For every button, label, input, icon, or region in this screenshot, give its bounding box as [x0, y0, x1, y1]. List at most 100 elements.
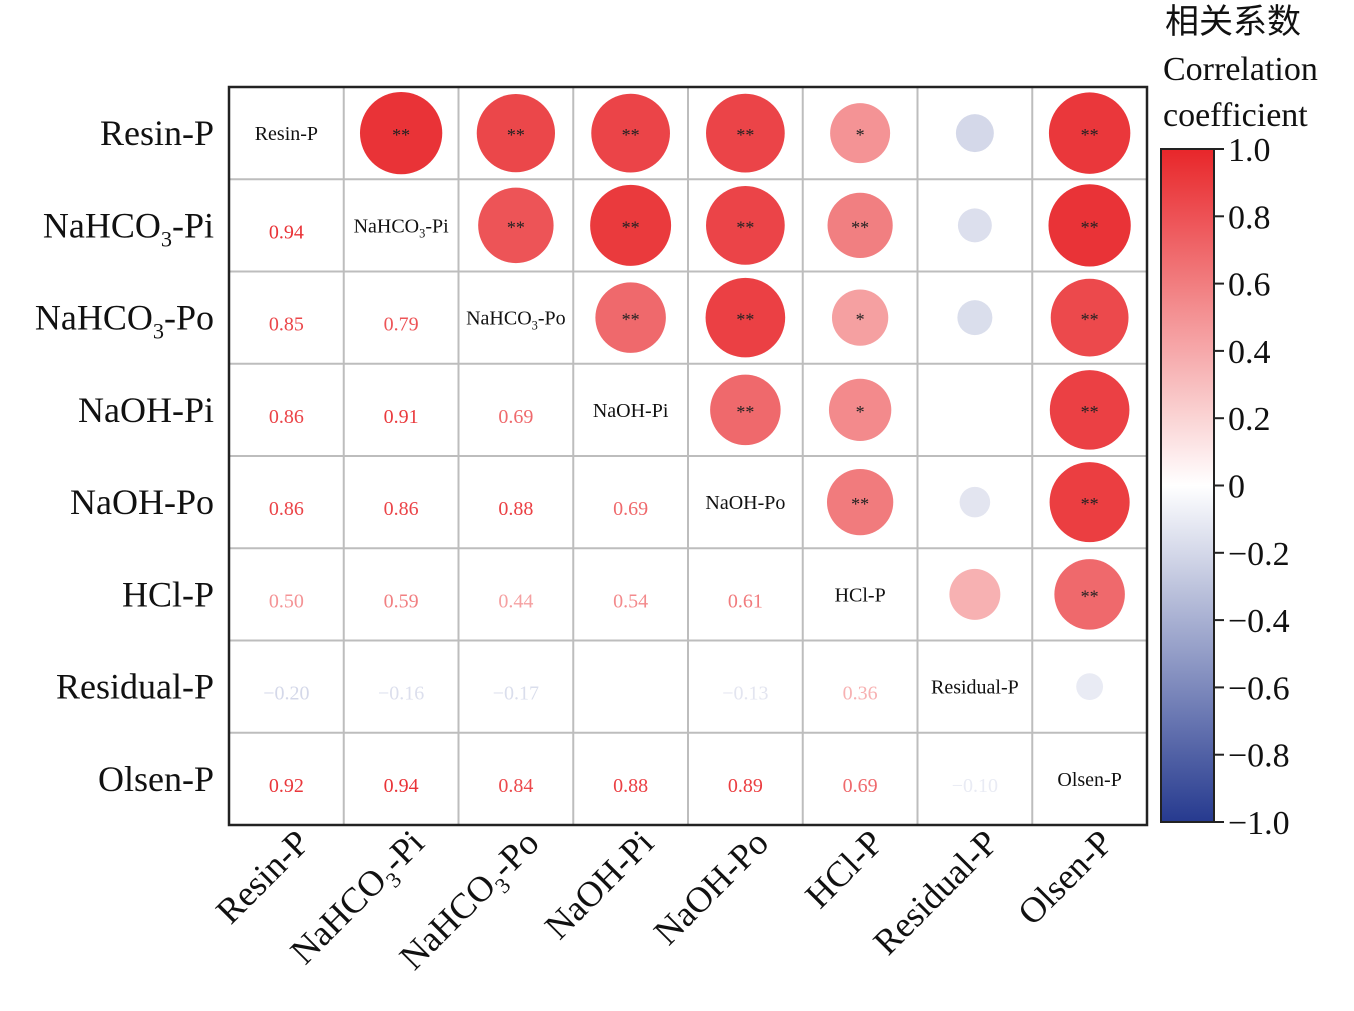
y-axis-label: NaHCO3-Po [35, 298, 214, 344]
significance-mark: ** [1081, 586, 1099, 606]
colorbar-tick-label: −0.2 [1228, 536, 1290, 573]
significance-mark: ** [1081, 402, 1099, 422]
correlation-value: 0.88 [613, 775, 648, 797]
y-axis-label: Resin-P [100, 113, 214, 153]
significance-mark: ** [1081, 310, 1099, 330]
significance-mark: * [856, 125, 865, 145]
correlation-circle [957, 208, 992, 243]
correlation-circle [478, 187, 554, 264]
diagonal-label: NaHCO3-Po [466, 308, 566, 333]
correlation-value: 0.59 [384, 590, 419, 612]
correlation-circle [705, 277, 786, 358]
correlation-value: −0.13 [722, 683, 768, 705]
significance-mark: ** [1081, 494, 1099, 514]
correlation-value: 0.86 [384, 498, 419, 520]
correlation-circle [476, 94, 555, 173]
y-axis-label: Olsen-P [98, 759, 214, 799]
correlation-circle [1048, 184, 1131, 267]
diagonal-label: NaHCO3-Pi [354, 215, 450, 240]
correlation-value: 0.85 [269, 314, 304, 336]
correlation-circle [827, 192, 893, 258]
colorbar-tick-label: 0.2 [1228, 401, 1271, 438]
correlation-value: 0.69 [613, 498, 648, 520]
colorbar-title-en-2: coefficient [1163, 97, 1308, 134]
correlation-circle [1054, 559, 1125, 630]
colorbar-tick-label: −0.6 [1228, 670, 1290, 707]
correlation-value: −0.16 [378, 683, 424, 705]
correlation-value: 0.36 [843, 683, 878, 705]
correlation-value: 0.44 [498, 590, 533, 612]
correlation-value: 0.61 [728, 590, 763, 612]
correlation-circle [1048, 92, 1131, 174]
correlation-circle [830, 103, 891, 164]
colorbar-tick-label: −0.4 [1228, 603, 1290, 640]
significance-mark: ** [736, 310, 754, 330]
significance-mark: ** [736, 217, 754, 237]
correlation-value: 0.92 [269, 775, 304, 797]
correlation-circle [826, 468, 894, 536]
correlation-value: 0.94 [269, 221, 304, 243]
y-axis-label: Residual-P [56, 667, 214, 707]
y-axis-label: NaOH-Po [70, 482, 214, 522]
correlation-value: 0.69 [498, 406, 533, 428]
x-axis-label: NaOH-Pi [537, 822, 661, 946]
diagonal-label: Olsen-P [1057, 769, 1121, 791]
correlation-value: 0.54 [613, 590, 648, 612]
diagonal-label: Residual-P [931, 677, 1019, 699]
correlation-circle [710, 374, 781, 446]
significance-mark: ** [736, 402, 754, 422]
y-axis-label: HCl-P [122, 574, 214, 614]
significance-mark: * [856, 402, 865, 422]
correlation-value: 0.88 [498, 498, 533, 520]
correlation-value: −0.10 [952, 775, 998, 797]
correlation-circle [595, 282, 666, 353]
significance-mark: ** [507, 217, 525, 237]
colorbar-title-cn: 相关系数 [1165, 3, 1301, 41]
colorbar-tick-label: 0.6 [1228, 267, 1271, 304]
correlation-circle [959, 486, 991, 518]
diagonal-label: HCl-P [835, 584, 886, 606]
correlation-value: 0.86 [269, 498, 304, 520]
diagonal-label: NaOH-Pi [593, 400, 669, 422]
x-axis-label: Residual-P [866, 822, 1006, 962]
colorbar-tick-label: −1.0 [1228, 805, 1290, 842]
diagonal-label: NaOH-Po [705, 492, 785, 514]
x-axis-label: Resin-P [208, 822, 317, 931]
significance-mark: ** [392, 125, 410, 145]
diagonal-label: Resin-P [255, 123, 318, 145]
correlation-value: 0.79 [384, 314, 419, 336]
correlation-value: −0.17 [493, 683, 539, 705]
significance-mark: ** [622, 125, 640, 145]
significance-mark: ** [507, 125, 525, 145]
correlation-value: 0.50 [269, 590, 304, 612]
correlation-circle [957, 300, 993, 336]
significance-mark: ** [622, 217, 640, 237]
correlation-circle [1049, 462, 1130, 543]
correlation-circle [828, 378, 892, 442]
plot-border [227, 85, 1149, 827]
correlation-circle [590, 184, 672, 266]
x-axis-label: NaOH-Po [646, 822, 776, 952]
significance-mark: ** [622, 310, 640, 330]
correlation-circle [1050, 278, 1129, 357]
correlation-value: 0.69 [843, 775, 878, 797]
colorbar-tick-label: 0.4 [1228, 334, 1271, 371]
colorbar-tick-label: −0.8 [1228, 738, 1290, 775]
significance-mark: ** [1081, 125, 1099, 145]
y-axis-label: NaOH-Pi [78, 390, 214, 430]
y-axis-label: NaHCO3-Pi [43, 205, 214, 251]
correlation-circle [831, 289, 889, 346]
correlation-value: 0.84 [498, 775, 533, 797]
significance-mark: ** [1081, 217, 1099, 237]
correlation-value: 0.89 [728, 775, 763, 797]
colorbar-title-en-1: Correlation [1163, 51, 1318, 88]
x-axis-label: HCl-P [797, 822, 890, 915]
correlation-value: 0.94 [384, 775, 419, 797]
significance-mark: ** [736, 125, 754, 145]
correlation-circle [955, 114, 994, 153]
colorbar [1160, 148, 1215, 823]
colorbar-tick-label: 1.0 [1228, 132, 1271, 169]
correlation-circle [949, 568, 1001, 620]
significance-mark: ** [851, 494, 869, 514]
